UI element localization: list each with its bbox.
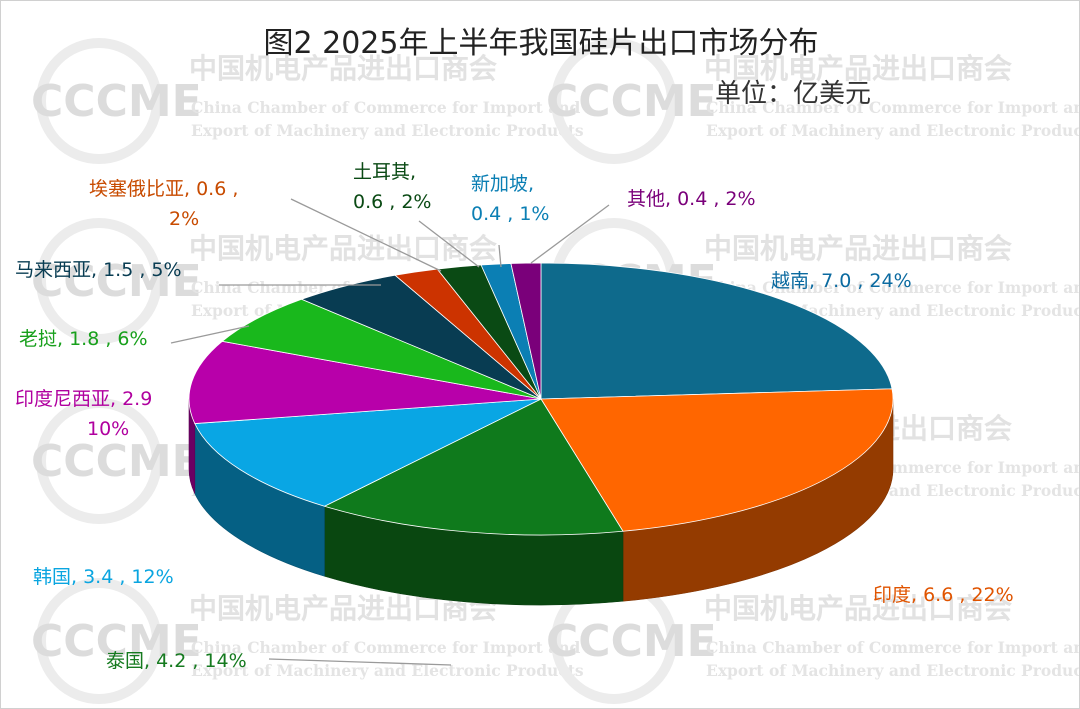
pie-sides xyxy=(188,398,894,606)
watermark-gear-icon xyxy=(551,38,677,164)
data-label-line: 埃塞俄比亚, 0.6 , xyxy=(89,178,238,200)
watermark-name-en-1: China Chamber of Commerce for Import and xyxy=(191,98,581,117)
watermark-name-cn: 中国机电产品进出口商会 xyxy=(189,232,497,265)
watermark-name-en-1: China Chamber of Commerce for Import and xyxy=(706,278,1079,297)
data-label-泰国: 泰国, 4.2 , 14% xyxy=(106,650,247,672)
data-label-line: 2% xyxy=(169,208,199,230)
leader-line-老挝 xyxy=(170,325,250,344)
watermark-gear-icon xyxy=(36,218,162,344)
pie-tops xyxy=(188,262,894,536)
pie-slice-老挝 xyxy=(221,298,542,400)
leader-line-新加坡 xyxy=(498,244,502,268)
pie-layer xyxy=(188,262,894,606)
watermark-name-cn: 中国机电产品进出口商会 xyxy=(704,52,1012,85)
data-label-line: 老挝, 1.8 , 6% xyxy=(19,328,148,350)
leader-line-泰国 xyxy=(268,658,452,666)
data-label-其他: 其他, 0.4 , 2% xyxy=(627,188,756,210)
watermark-name-en-2: Export of Machinery and Electronic Produ… xyxy=(191,121,584,140)
data-label-line: 其他, 0.4 , 2% xyxy=(627,188,756,210)
watermark-name-cn: 中国机电产品进出口商会 xyxy=(704,232,1012,265)
watermark-name-en-1: China Chamber of Commerce for Import and xyxy=(706,98,1079,117)
pie-slice-泰国 xyxy=(323,398,624,536)
watermark-name-en-2: Export of Machinery and Electronic Produ… xyxy=(706,661,1079,680)
label-layer: 越南, 7.0 , 24% 印度, 6.6 , 22% 泰国, 4.2 , 14% 韩… xyxy=(15,161,1014,672)
watermark-name-cn: 中国机电产品进出口商会 xyxy=(189,52,497,85)
data-label-line: 0.4 , 1% xyxy=(471,203,549,225)
watermark-name-en-1: China Chamber of Commerce for Import and xyxy=(706,638,1079,657)
unit-label: 单位：亿美元 xyxy=(715,79,871,109)
watermark-logo: CCCME xyxy=(31,616,202,667)
leader-line-土耳其 xyxy=(418,220,480,268)
data-label-line: 印度尼西亚, 2.9 xyxy=(15,388,152,410)
watermark-gear-icon xyxy=(36,398,162,524)
data-label-印度尼西亚: 印度尼西亚, 2.9 10% xyxy=(15,388,152,440)
data-label-line: 土耳其, xyxy=(353,161,416,183)
watermark-name-cn: 中国机电产品进出口商会 xyxy=(704,592,1012,625)
watermark-gear-icon xyxy=(36,38,162,164)
data-label-line: 10% xyxy=(87,418,129,440)
watermark-logo: CCCME xyxy=(31,76,202,127)
chart-title: 图2 2025年上半年我国硅片出口市场分布 xyxy=(264,26,819,61)
watermark-logo: CCCME xyxy=(31,256,202,307)
watermark-logo: CCCME xyxy=(546,616,717,667)
pie-slice-韩国 xyxy=(194,398,542,507)
data-label-韩国: 韩国, 3.4 , 12% xyxy=(33,566,174,588)
watermark-name-en-2: Export of Machinery and Electronic Produ… xyxy=(706,121,1079,140)
pie-slice-越南 xyxy=(540,262,893,400)
data-label-line: 印度, 6.6 , 22% xyxy=(873,584,1014,606)
watermark-logo: CCCME xyxy=(546,76,717,127)
data-label-老挝: 老挝, 1.8 , 6% xyxy=(19,328,148,350)
leader-line-其他 xyxy=(530,204,610,264)
data-label-印度: 印度, 6.6 , 22% xyxy=(873,584,1014,606)
watermark-name-en-2: Export of Machinery and Electronic Produ… xyxy=(191,661,584,680)
pie-slice-印度 xyxy=(540,388,894,532)
data-label-line: 新加坡, xyxy=(471,173,534,195)
data-label-新加坡: 新加坡, 0.4 , 1% xyxy=(471,173,549,225)
data-label-line: 0.6 , 2% xyxy=(353,191,431,213)
data-label-马来西亚: 马来西亚, 1.5 , 5% xyxy=(15,259,182,281)
data-label-line: 韩国, 3.4 , 12% xyxy=(33,566,174,588)
data-label-line: 泰国, 4.2 , 14% xyxy=(106,650,247,672)
watermark-gear-icon xyxy=(36,578,162,704)
data-label-土耳其: 土耳其, 0.6 , 2% xyxy=(353,161,431,213)
pie-slice-印度尼西亚 xyxy=(188,340,542,424)
watermark-name-en-1: China Chamber of Commerce for Import and xyxy=(191,638,581,657)
data-label-line: 越南, 7.0 , 24% xyxy=(771,270,912,292)
data-label-越南: 越南, 7.0 , 24% xyxy=(771,270,912,292)
leader-layer xyxy=(170,198,610,666)
leader-line-埃塞俄比亚 xyxy=(290,198,442,272)
data-label-line: 马来西亚, 1.5 , 5% xyxy=(15,259,182,281)
pie-slice-其他 xyxy=(510,262,542,400)
data-label-埃塞俄比亚: 埃塞俄比亚, 0.6 , 2% xyxy=(89,178,238,230)
watermark-logo: CCCME xyxy=(31,436,202,487)
